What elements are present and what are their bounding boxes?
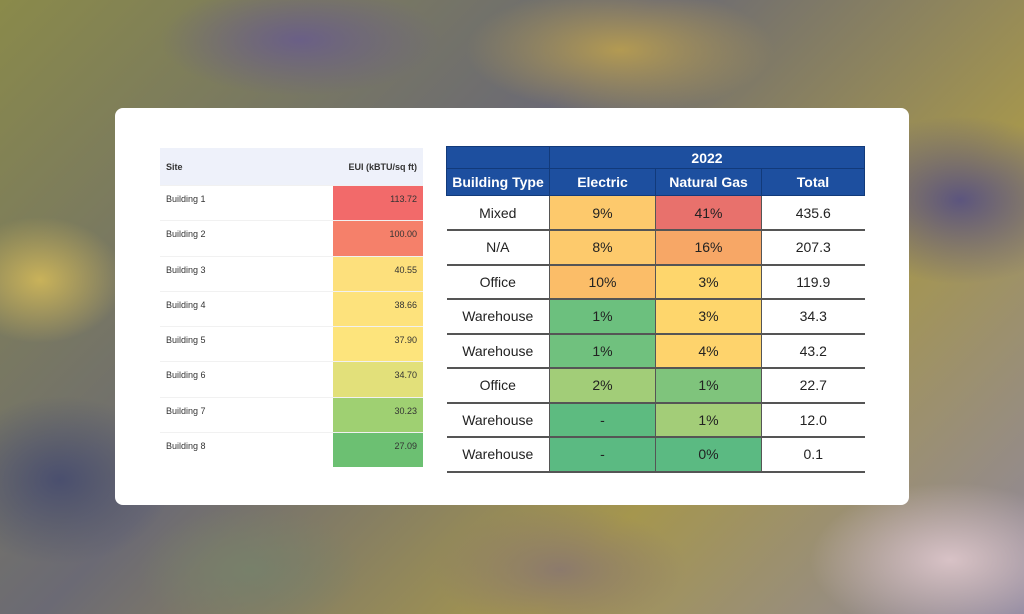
site-name: Building 3 [166,264,206,275]
electric-value: 1% [549,299,656,335]
table-row: Warehouse 1% 3% 34.3 [446,299,865,335]
header-electric: Electric [549,168,656,196]
electric-value: 10% [549,264,656,300]
eui-value: 113.72 [333,186,423,221]
total-value: 0.1 [761,437,865,473]
energy-table: 2022 Building Type Electric Natural Gas … [446,146,865,473]
eui-value: 34.70 [333,362,423,397]
gas-value: 16% [655,230,762,266]
total-value: 435.6 [761,195,865,231]
table-row: Building 2 100.00 [160,220,423,256]
total-value: 43.2 [761,333,865,369]
gas-value: 3% [655,264,762,300]
site-name: Building 5 [166,335,206,346]
electric-value: - [549,437,656,473]
electric-value: - [549,402,656,438]
table-row: Warehouse -0% 0.1 [446,437,865,473]
building-type: Mixed [446,195,550,231]
total-value: 207.3 [761,230,865,266]
gas-value: 1% [655,402,762,438]
building-type: N/A [446,230,550,266]
eui-value: 100.00 [333,221,423,256]
table-row: Building 6 34.70 [160,361,423,397]
building-type: Office [446,264,550,300]
total-value: 12.0 [761,402,865,438]
table-row: Office 2% 1% 22.7 [446,368,865,404]
table-row: Warehouse 1% 4% 43.2 [446,333,865,369]
eui-table-header: Site EUI (kBTU/sq ft) [160,148,423,185]
table-row: Building 5 37.90 [160,326,423,362]
total-value: 34.3 [761,299,865,335]
header-eui: EUI (kBTU/sq ft) [348,161,418,172]
table-row: Building 1 113.72 [160,185,423,221]
table-row: Warehouse -1% 12.0 [446,402,865,438]
header-site: Site [166,161,183,172]
gas-value: 3% [655,299,762,335]
site-name: Building 4 [166,299,206,310]
site-name: Building 6 [166,370,206,381]
gas-value: 0% [655,437,762,473]
eui-value: 27.09 [333,433,423,468]
building-type: Warehouse [446,299,550,335]
table-row: Building 7 30.23 [160,396,423,433]
electric-value: 9% [549,195,656,231]
table-row: Building 3 40.55 [160,255,423,291]
total-value: 119.9 [761,264,865,300]
total-value: 22.7 [761,368,865,404]
eui-value: 30.23 [333,397,423,433]
table-row: Building 4 38.66 [160,290,423,327]
header-natural-gas: Natural Gas [655,168,762,196]
eui-value: 38.66 [333,291,423,327]
building-type: Office [446,368,550,404]
header-blank [446,146,550,169]
gas-value: 1% [655,368,762,404]
building-type: Warehouse [446,333,550,369]
header-total: Total [761,168,865,196]
site-name: Building 2 [166,229,206,240]
site-name: Building 8 [166,441,206,452]
table-row: N/A 8% 16% 207.3 [446,230,865,266]
building-type: Warehouse [446,437,550,473]
header-year: 2022 [549,146,865,169]
header-building-type: Building Type [446,168,550,196]
building-type: Warehouse [446,402,550,438]
gas-value: 41% [655,195,762,231]
gas-value: 4% [655,333,762,369]
electric-value: 8% [549,230,656,266]
eui-value: 37.90 [333,327,423,362]
table-row: Mixed 9% 41% 435.6 [446,195,865,231]
site-name: Building 7 [166,405,206,416]
eui-table: Site EUI (kBTU/sq ft) Building 1 113.72 Bu… [160,148,423,468]
electric-value: 2% [549,368,656,404]
site-name: Building 1 [166,194,206,204]
eui-value: 40.55 [333,256,423,291]
table-row: Building 8 27.09 [160,432,423,468]
electric-value: 1% [549,333,656,369]
table-row: Office 10% 3% 119.9 [446,264,865,300]
